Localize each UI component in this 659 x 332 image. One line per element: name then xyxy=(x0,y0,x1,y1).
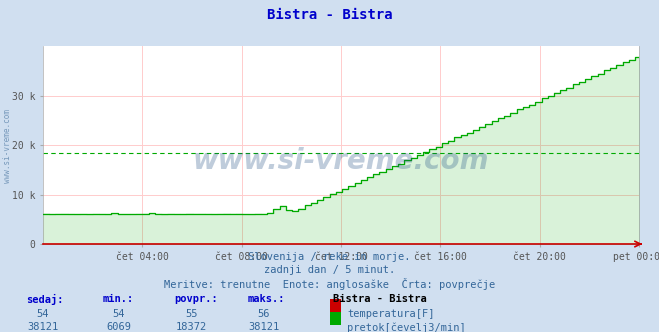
Text: 6069: 6069 xyxy=(106,322,131,332)
Text: 55: 55 xyxy=(185,309,197,319)
Text: 38121: 38121 xyxy=(27,322,59,332)
Text: 56: 56 xyxy=(258,309,270,319)
Text: 18372: 18372 xyxy=(175,322,207,332)
Text: maks.:: maks.: xyxy=(247,294,285,304)
Text: Slovenija / reke in morje.: Slovenija / reke in morje. xyxy=(248,252,411,262)
Text: 54: 54 xyxy=(37,309,49,319)
Text: min.:: min.: xyxy=(102,294,133,304)
Text: Meritve: trenutne  Enote: anglosaške  Črta: povprečje: Meritve: trenutne Enote: anglosaške Črta… xyxy=(164,278,495,290)
Text: temperatura[F]: temperatura[F] xyxy=(347,309,435,319)
Text: Bistra - Bistra: Bistra - Bistra xyxy=(267,8,392,22)
Text: zadnji dan / 5 minut.: zadnji dan / 5 minut. xyxy=(264,265,395,275)
Text: 38121: 38121 xyxy=(248,322,279,332)
Text: Bistra - Bistra: Bistra - Bistra xyxy=(333,294,426,304)
Text: sedaj:: sedaj: xyxy=(26,294,64,305)
Text: povpr.:: povpr.: xyxy=(175,294,218,304)
Text: pretok[čevelj3/min]: pretok[čevelj3/min] xyxy=(347,322,466,332)
Text: www.si-vreme.com: www.si-vreme.com xyxy=(3,109,13,183)
Text: 54: 54 xyxy=(113,309,125,319)
Text: www.si-vreme.com: www.si-vreme.com xyxy=(193,147,489,175)
